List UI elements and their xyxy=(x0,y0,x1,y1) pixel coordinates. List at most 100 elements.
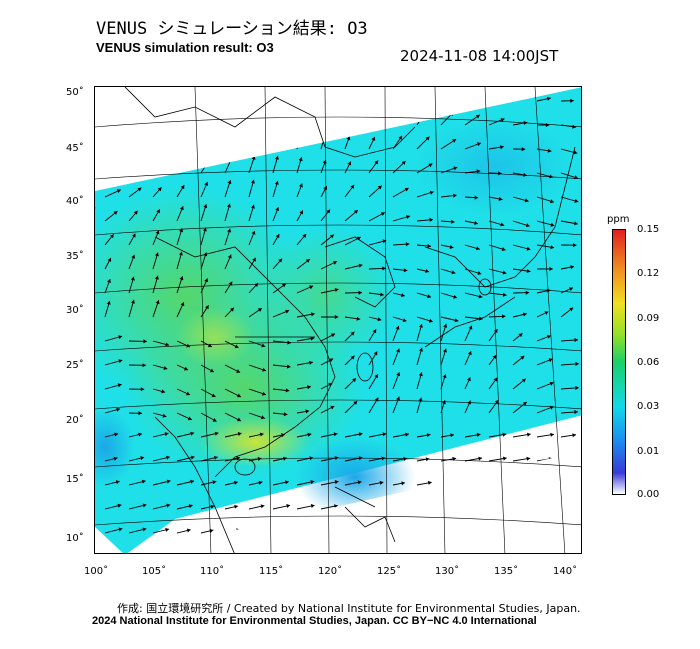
wind-arrow-head xyxy=(310,336,315,341)
wind-arrow-head xyxy=(356,236,361,241)
lat-label: 10˚ xyxy=(66,533,84,544)
wind-arrow-head xyxy=(350,184,355,189)
wind-arrow-head xyxy=(523,312,527,317)
wind-arrow-head xyxy=(425,457,430,462)
wind-arrow-head xyxy=(311,312,315,317)
wind-arrow-head xyxy=(332,528,337,533)
wind-arrow-head xyxy=(569,287,573,291)
wind-arrow-head xyxy=(477,528,482,533)
wind-arrow-head xyxy=(167,99,171,104)
wind-arrow-head xyxy=(429,504,434,509)
wind-arrow-head xyxy=(569,307,574,312)
wind-arrow-head xyxy=(142,527,147,532)
wind-arrow-head xyxy=(454,480,458,485)
wind-arrow-shaft xyxy=(464,529,482,534)
wind-arrow-head xyxy=(381,456,386,461)
wind-arrow-shaft xyxy=(272,131,280,150)
wind-arrow-head xyxy=(309,285,314,290)
wind-arrow-head xyxy=(285,309,290,314)
wind-arrow-head xyxy=(186,343,191,348)
wind-arrow-head xyxy=(166,120,171,125)
wind-arrow-head xyxy=(307,385,311,390)
wind-arrow-head xyxy=(396,396,400,401)
wind-arrow-shaft xyxy=(128,165,145,174)
wind-arrow-head xyxy=(452,456,457,461)
wind-arrow-head xyxy=(236,369,241,373)
wind-arrow-head xyxy=(468,325,473,330)
wind-arrow-head xyxy=(377,505,382,510)
wind-arrow-head xyxy=(186,391,190,396)
wind-arrow-head xyxy=(262,528,266,532)
wind-arrow-head xyxy=(260,415,265,420)
wind-arrow-head xyxy=(234,480,238,485)
wind-arrow-head xyxy=(305,409,310,414)
wind-arrow-head xyxy=(570,457,574,462)
wind-arrow-head xyxy=(430,528,435,533)
wind-arrow-head xyxy=(396,348,400,353)
wind-arrow-head xyxy=(262,367,266,372)
wind-arrow-head xyxy=(334,456,339,461)
wind-arrow-shaft xyxy=(536,530,553,534)
wind-arrow-head xyxy=(450,433,454,438)
wind-arrow-head xyxy=(117,383,122,388)
wind-arrow-head xyxy=(142,503,147,508)
colorbar xyxy=(612,229,626,495)
wind-arrow-head xyxy=(475,246,480,251)
wind-arrow-head xyxy=(476,169,481,174)
wind-arrow-head xyxy=(549,405,554,410)
wind-arrow-head xyxy=(520,355,525,360)
wind-arrow-head xyxy=(334,480,339,485)
wind-arrow-shaft xyxy=(344,109,350,126)
wind-arrow-head xyxy=(442,374,447,379)
wind-arrow-head xyxy=(227,254,232,259)
wind-arrow-head xyxy=(380,292,384,297)
wind-arrow-head xyxy=(377,185,382,190)
wind-arrow-head xyxy=(142,144,147,149)
wind-arrow-head xyxy=(226,203,231,208)
lat-label: 35˚ xyxy=(66,251,84,262)
wind-arrow-head xyxy=(403,504,408,509)
wind-arrow-head xyxy=(478,504,483,509)
wind-arrow-head xyxy=(403,457,407,461)
wind-arrow-shaft xyxy=(512,506,527,510)
wind-arrow-head xyxy=(140,165,145,170)
wind-arrow-head xyxy=(502,270,507,275)
wind-arrow-head xyxy=(258,480,263,485)
wind-arrow-head xyxy=(324,87,328,88)
wind-arrow-head xyxy=(429,190,434,195)
wind-arrow-head xyxy=(204,278,208,283)
wind-arrow-head xyxy=(229,136,234,141)
wind-arrow-head xyxy=(373,351,378,356)
wind-arrow-head xyxy=(500,145,504,150)
wind-arrow-head xyxy=(548,457,553,462)
colorbar-tick-label: 0.03 xyxy=(637,401,660,412)
wind-arrow-head xyxy=(107,257,112,262)
wind-arrow-head xyxy=(374,160,379,165)
wind-arrow-head xyxy=(118,335,123,340)
wind-arrow-head xyxy=(165,342,170,347)
wind-arrow-head xyxy=(329,234,334,239)
wind-arrow-head xyxy=(166,503,171,508)
wind-arrow-shaft xyxy=(320,87,328,102)
wind-arrow-shaft xyxy=(440,529,459,534)
wind-arrow-head xyxy=(382,266,386,271)
wind-arrow-shaft xyxy=(176,118,193,126)
wind-arrow-head xyxy=(547,334,551,339)
wind-arrow-head xyxy=(523,121,528,125)
wind-arrow-shaft xyxy=(368,87,374,102)
wind-arrow-shaft xyxy=(560,506,577,510)
wind-arrow-head xyxy=(302,234,307,238)
wind-arrow-head xyxy=(549,381,554,386)
wind-arrow-head xyxy=(298,157,303,162)
wind-arrow-head xyxy=(499,529,504,534)
wind-arrow-head xyxy=(250,179,255,184)
wind-arrow-head xyxy=(422,111,426,116)
lat-label: 40˚ xyxy=(66,196,84,207)
wind-arrow-head xyxy=(227,228,232,233)
wind-arrow-head xyxy=(283,412,288,417)
wind-arrow-head xyxy=(346,110,351,114)
wind-arrow-head xyxy=(427,244,431,249)
wind-arrow-head xyxy=(493,329,498,334)
wind-arrow-shaft xyxy=(392,505,408,510)
wind-arrow-head xyxy=(186,528,191,533)
